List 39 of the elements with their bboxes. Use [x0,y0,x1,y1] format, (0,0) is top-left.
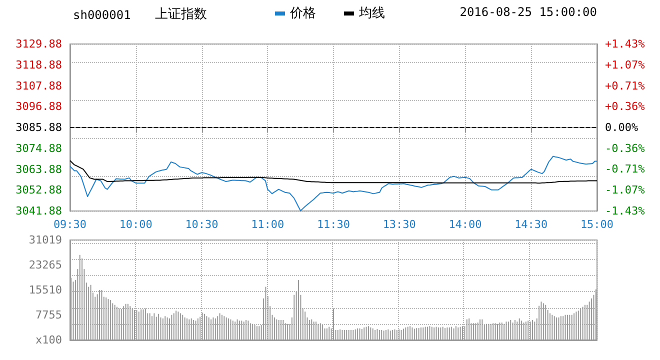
x-tick-label: 13:30 [382,218,416,231]
y2-tick-label: -0.71% [605,162,646,176]
legend-label: 价格 [289,6,316,21]
chart-subtitle: sh000001 [73,8,131,22]
y-tick-label: 3041.88 [16,204,62,218]
y-tick-label: x100 [36,334,62,346]
y2-tick-label: -1.07% [605,183,646,196]
y-tick-label: 3129.88 [16,38,62,50]
y2-tick-label: +1.07% [605,58,646,72]
y2-tick-label: +0.36% [605,100,646,113]
x-tick-label: 14:30 [514,218,548,231]
y2-tick-label: +0.71% [605,80,646,93]
x-tick-label: 10:30 [185,218,218,231]
y2-tick-label: +1.43% [605,38,646,50]
x-tick-label: 11:00 [251,218,284,231]
y-tick-label: 3118.88 [16,58,62,72]
y2-tick-label: -1.43% [605,204,646,218]
y2-tick-label: 0.00% [605,121,638,134]
y-tick-label: 15510 [28,284,62,296]
x-tick-label: 15:00 [580,218,614,231]
line-series [70,156,598,212]
y2-tick-label: -0.36% [605,142,646,156]
y-tick-label: 23265 [28,258,62,272]
y-tick-label: 7755 [36,308,62,322]
x-tick-label: 10:00 [119,218,152,231]
text: 2016-08-25 15:00:00 [460,5,598,19]
y-tick-label: 3085.88 [16,121,62,134]
chart-title: 上证指数 [155,7,207,22]
legend-label: 均线 [358,6,385,21]
y-tick-label: 3074.88 [16,142,62,155]
x-tick-label: 14:00 [448,218,482,231]
x-tick-label: 11:30 [316,218,350,231]
y-tick-label: 31019 [28,234,62,246]
line-series [70,160,598,184]
y-tick-label: 3052.88 [16,184,62,197]
y-tick-label: 3107.88 [16,79,62,92]
y-tick-label: 3096.88 [16,100,62,114]
y-tick-label: 3063.88 [16,162,62,176]
x-tick-label: 09:30 [53,218,87,231]
